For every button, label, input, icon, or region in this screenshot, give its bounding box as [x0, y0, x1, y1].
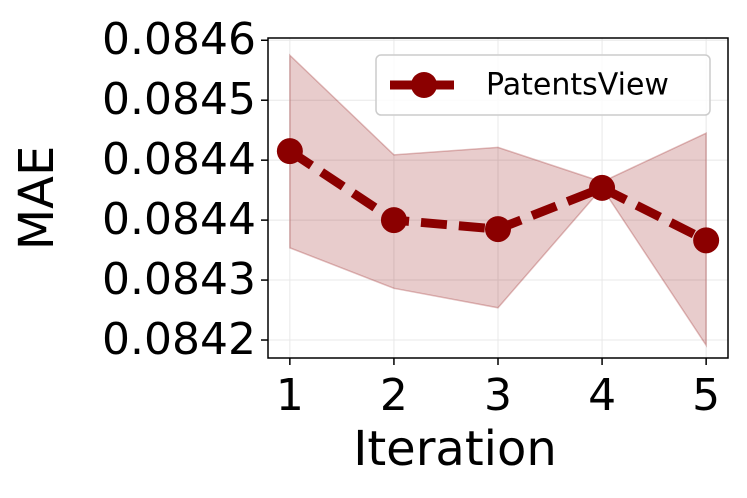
marker	[485, 216, 511, 243]
x-tick-label: 3	[484, 370, 512, 421]
y-tick-label: 0.0843	[102, 254, 256, 305]
x-tick-label: 4	[588, 370, 616, 421]
y-tick-label: 0.0845	[102, 74, 256, 125]
y-tick-label: 0.0844	[102, 194, 256, 245]
x-tick-label: 1	[276, 370, 304, 421]
plot-frame	[267, 37, 729, 359]
error-band	[289, 53, 707, 348]
y-tick-label: 0.0842	[102, 314, 256, 365]
marker	[276, 138, 303, 165]
x-axis-title: Iteration	[353, 421, 557, 477]
marker	[693, 227, 720, 254]
legend-box	[375, 54, 711, 116]
y-tick-label: 0.0844	[102, 134, 256, 185]
marker	[380, 207, 407, 234]
y-tick-label: 0.0846	[102, 14, 256, 65]
x-tick-label: 5	[692, 370, 720, 421]
legend-label: PatentsView	[486, 68, 669, 103]
y-axis-title: MAE	[9, 146, 65, 251]
marker	[589, 174, 616, 201]
x-tick-label: 2	[380, 370, 408, 421]
legend-marker	[411, 72, 437, 98]
